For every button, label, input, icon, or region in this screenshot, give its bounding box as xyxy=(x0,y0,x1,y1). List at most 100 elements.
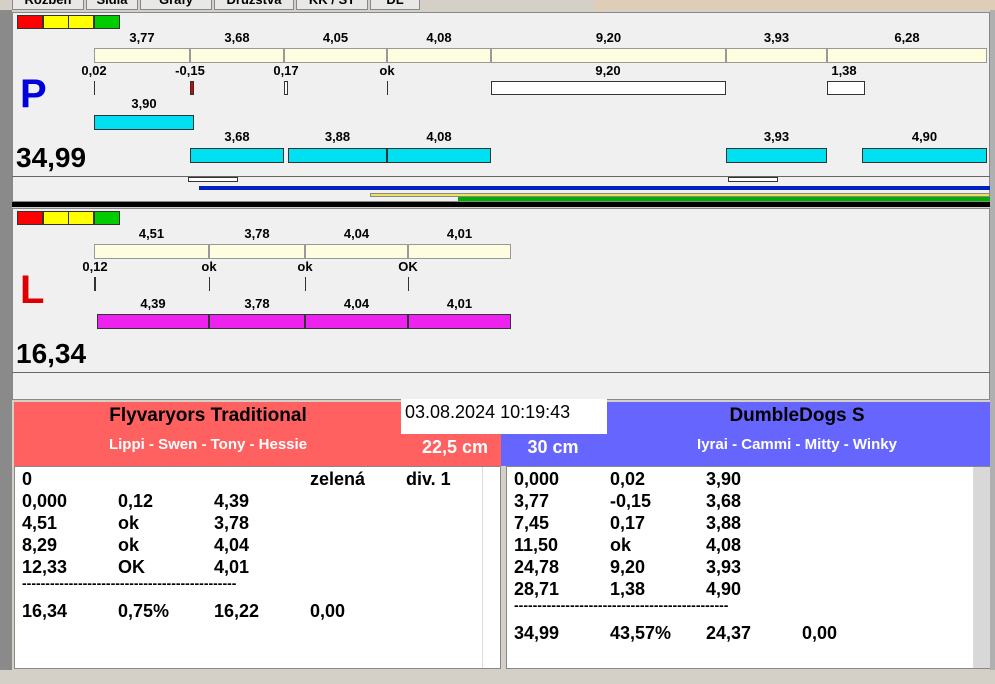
split-bar xyxy=(827,48,987,63)
table-cell: 3,77 xyxy=(514,491,550,511)
table-cell: div. 1 xyxy=(406,469,451,489)
progress-yellow xyxy=(370,193,990,197)
tab[interactable]: DL xyxy=(370,0,420,10)
dog-bar xyxy=(190,148,284,163)
marker xyxy=(188,177,238,182)
table-cell: 24,78 xyxy=(514,557,560,577)
lane-letter: P xyxy=(20,72,47,116)
scrollbar[interactable] xyxy=(482,467,499,668)
split-label: 3,77 xyxy=(129,30,155,45)
table-cell: 12,33 xyxy=(22,557,68,577)
split-label: 9,20 xyxy=(595,30,622,45)
split-bar xyxy=(491,48,726,63)
start-label: 0,17 xyxy=(273,63,299,78)
table-cell: 9,20 xyxy=(610,557,646,577)
team-name: Flyvaryors Traditional xyxy=(109,405,307,426)
table-cell: 3,68 xyxy=(706,491,742,511)
lane-divider xyxy=(12,372,990,373)
table-cell: 11,50 xyxy=(514,535,559,555)
start-label: -0,15 xyxy=(175,63,205,78)
table-cell: 24,37 xyxy=(706,623,752,643)
lane-letter: L xyxy=(20,268,45,312)
start-label: 9,20 xyxy=(595,63,621,78)
status-light xyxy=(17,211,43,225)
table-cell: ok xyxy=(118,513,140,533)
table-cell: zelená xyxy=(310,469,366,489)
table-cell: 4,04 xyxy=(214,535,250,555)
table-cell: -0,15 xyxy=(610,491,652,511)
split-label: 6,28 xyxy=(894,30,920,45)
tab[interactable]: KK / ST xyxy=(296,0,368,10)
datetime: 03.08.2024 10:19:43 xyxy=(401,399,607,434)
results-table xyxy=(14,466,501,669)
start-tick xyxy=(305,277,306,291)
split-label: 4,51 xyxy=(138,226,165,241)
table-cell: 8,29 xyxy=(22,535,58,555)
table-cell: 28,71 xyxy=(514,579,560,599)
table-cell: 0,02 xyxy=(610,469,646,489)
table-cell: 4,51 xyxy=(22,513,58,533)
split-label: 4,05 xyxy=(322,30,349,45)
start-label: ok xyxy=(297,259,313,274)
split-label: 3,93 xyxy=(763,30,790,45)
tab[interactable]: Družstva xyxy=(214,0,294,10)
status-light xyxy=(93,15,120,29)
table-cell: 16,22 xyxy=(214,601,260,621)
table-cell: 0,75% xyxy=(118,601,170,621)
results-table xyxy=(506,466,990,669)
split-bar xyxy=(408,244,511,259)
dog-bar xyxy=(387,148,491,163)
table-cell: 0,12 xyxy=(118,491,154,511)
table-cell: 0,00 xyxy=(310,601,346,621)
table-cell: 1,38 xyxy=(610,579,646,599)
start-label: 0,12 xyxy=(82,259,108,274)
start-label: 0,02 xyxy=(81,63,107,78)
dog-bar xyxy=(288,148,387,163)
progress-green xyxy=(458,197,990,201)
table-cell: 4,08 xyxy=(706,535,742,555)
split-bar xyxy=(190,48,284,63)
split-bar xyxy=(387,48,491,63)
table-cell: 3,93 xyxy=(706,557,742,577)
table-cell: 34,99 xyxy=(514,623,560,643)
start-mark xyxy=(491,81,726,95)
status-light xyxy=(42,15,69,29)
table-cell: 4,90 xyxy=(706,579,742,599)
table-cell: 0,000 xyxy=(514,469,560,489)
split-bar xyxy=(94,244,209,259)
tab[interactable]: Sidla xyxy=(86,0,138,10)
scrollbar[interactable] xyxy=(973,467,990,668)
separator: ----------------------------------------… xyxy=(514,597,729,613)
dog-label: 4,08 xyxy=(426,129,452,144)
split-label: 4,08 xyxy=(426,30,452,45)
split-bar xyxy=(305,244,408,259)
split-bar xyxy=(209,244,305,259)
table-cell: 3,78 xyxy=(214,513,250,533)
tab[interactable]: Grafy xyxy=(140,0,212,10)
dog-label: 3,78 xyxy=(244,296,270,311)
marker xyxy=(728,177,778,182)
split-bar xyxy=(284,48,387,63)
distance: 22,5 cm xyxy=(421,437,489,457)
start-tick xyxy=(387,81,388,95)
table-cell: 0,17 xyxy=(610,513,646,533)
dog-label: 4,39 xyxy=(140,296,166,311)
tab[interactable]: Rozběh xyxy=(12,0,84,10)
separator: ----------------------------------------… xyxy=(22,575,237,591)
dog-label: 4,90 xyxy=(911,129,938,144)
dog-label: 4,01 xyxy=(446,296,473,311)
dog-label: 4,04 xyxy=(343,296,370,311)
split-label: 4,01 xyxy=(446,226,473,241)
bottom-edge xyxy=(0,670,995,684)
split-bar xyxy=(94,48,190,63)
table-cell: 7,45 xyxy=(514,513,550,533)
split-label: 3,78 xyxy=(244,226,270,241)
split-label: 3,68 xyxy=(224,30,250,45)
lane-panel xyxy=(12,208,990,400)
status-light xyxy=(42,211,69,225)
table-cell: OK xyxy=(118,557,145,577)
start-label: OK xyxy=(398,259,418,274)
table-cell: 0,00 xyxy=(802,623,838,643)
start-mark xyxy=(190,81,194,95)
